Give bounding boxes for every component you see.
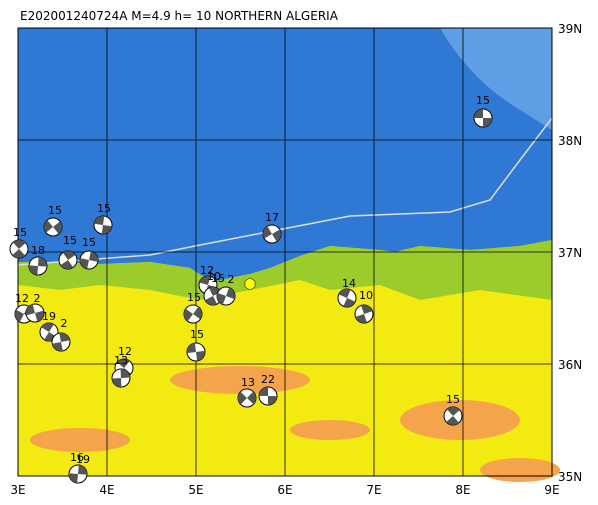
beachball-quadrant: [446, 407, 460, 425]
event-depth-label: 16: [70, 451, 84, 464]
beachball-quadrant: [94, 216, 112, 234]
event-depth-label: 15: [211, 272, 225, 285]
beachball-quadrant: [474, 109, 492, 127]
beachball-quadrant: [60, 250, 76, 269]
event-depth-label: 15: [476, 94, 490, 107]
beachball-quadrant: [204, 286, 222, 305]
event-depth-label: 10: [359, 289, 373, 302]
lat-label: 35N: [558, 470, 582, 484]
beachball-quadrant: [52, 333, 70, 351]
event-depth-label: 2: [61, 317, 68, 330]
event-depth-label: 12: [200, 264, 214, 277]
event-depth-label: 14: [342, 277, 356, 290]
event-depth-label: 15: [48, 204, 62, 217]
event-depth-label: 13: [114, 354, 128, 367]
event-depth-label: 17: [265, 211, 279, 224]
event-depth-label: 2: [228, 273, 235, 286]
beachball-quadrant: [263, 226, 281, 242]
event-depth-label: 15: [187, 291, 201, 304]
beachball-quadrant: [44, 220, 62, 234]
event-depth-label: 13: [241, 376, 255, 389]
lat-label: 38N: [558, 134, 582, 148]
shallow-sea: [440, 28, 552, 130]
beachball-quadrant: [338, 289, 356, 308]
event-depth-label: 15: [82, 236, 96, 249]
highlands: [30, 366, 560, 482]
event-depth-label: 15: [13, 226, 27, 239]
lon-label: 5E: [188, 483, 203, 497]
lon-label: 7E: [366, 483, 381, 497]
event-depth-label: 18: [31, 244, 45, 257]
epicenter: [244, 277, 256, 291]
beachball-quadrant: [25, 304, 44, 322]
event-depth-label: 10: [207, 270, 221, 283]
beachball-quadrant: [12, 240, 26, 258]
beachball-quadrant: [112, 369, 130, 387]
event-depth-label: 15: [97, 202, 111, 215]
beachball-quadrant: [69, 465, 88, 483]
event-depth-label: 22: [261, 373, 275, 386]
lon-label: 8E: [455, 483, 470, 497]
event-depth-label: 19: [42, 310, 56, 323]
lon-label: 4E: [99, 483, 114, 497]
lon-label: 6E: [277, 483, 292, 497]
beachball-quadrant: [183, 306, 202, 322]
lat-label: 37N: [558, 246, 582, 260]
beachball-quadrant: [41, 323, 57, 341]
beachball-quadrant: [28, 257, 47, 275]
lon-label: 3E: [10, 483, 25, 497]
beachball-quadrant: [355, 305, 373, 323]
lon-label: 9E: [544, 483, 559, 497]
plate-boundary: [17, 117, 553, 266]
event-depth-label: 15: [190, 328, 204, 341]
event-depth-label: 2: [34, 292, 41, 305]
beachball-quadrant: [217, 287, 235, 305]
beachball-quadrant: [80, 251, 98, 269]
lat-label: 36N: [558, 358, 582, 372]
beachball-quadrant: [186, 343, 205, 361]
lat-label: 39N: [558, 22, 582, 36]
beachball-quadrant: [259, 387, 277, 405]
event-depth-label: 12: [15, 292, 29, 305]
event-depth-label: 19: [76, 453, 90, 466]
event-depth-label: 15: [446, 393, 460, 406]
event-depth-label: 15: [63, 234, 77, 247]
title: E202001240724A M=4.9 h= 10 NORTHERN ALGE…: [20, 9, 339, 23]
event-depth-label: 12: [118, 345, 132, 358]
beachball-quadrant: [237, 391, 257, 405]
graticule: [18, 28, 552, 476]
